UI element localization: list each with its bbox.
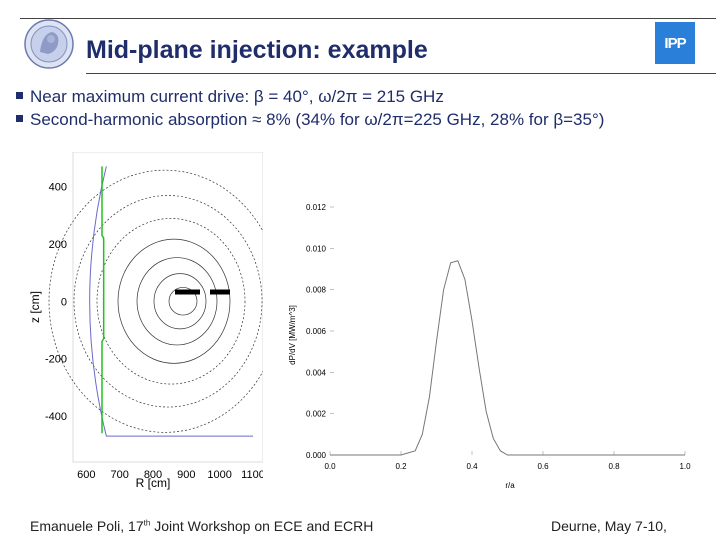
left-y-tick: 0 — [61, 296, 67, 308]
power-deposition-plot: 0.000 0.002 0.004 0.006 0.008 0.010 0.012 0.0 0.… — [288, 203, 691, 490]
right-x-tick: 1.0 — [679, 462, 691, 471]
flux-surface — [73, 195, 263, 408]
right-x-tick: 0.2 — [395, 462, 407, 471]
left-y-tick: 400 — [49, 181, 67, 193]
deposition-profile-line — [330, 260, 685, 456]
plot-frame — [72, 152, 263, 463]
header-top-rule — [20, 18, 716, 19]
right-y-axis-label: dP/dV [MW/m^3] — [288, 305, 297, 365]
flux-surface — [153, 273, 207, 330]
header-bottom-rule — [86, 73, 716, 74]
left-x-tick: 700 — [110, 469, 128, 481]
right-x-axis-label: r/a — [505, 481, 515, 490]
left-x-tick: 1100 — [241, 469, 263, 481]
right-y-tick: 0.010 — [306, 244, 327, 253]
footer-author: Emanuele Poli, 17th Joint Workshop on EC… — [30, 518, 374, 534]
footer-place-date: Deurne, May 7-10, — [551, 518, 667, 534]
institute-seal-logo — [22, 18, 76, 70]
right-x-tick: 0.8 — [608, 462, 620, 471]
bullet-square-icon — [16, 92, 23, 100]
left-x-tick: 800 — [144, 469, 162, 481]
left-y-tick: -200 — [45, 354, 67, 366]
left-axis-ticks: 400 200 0 -200 -400 600 700 800 900 1000 1100 — [45, 181, 263, 481]
right-x-tick: 0.4 — [466, 462, 478, 471]
right-y-tick: 0.012 — [306, 203, 327, 212]
right-y-tick: 0.002 — [306, 410, 327, 419]
flux-surface — [168, 287, 198, 316]
bullet-item: Near maximum current drive: β = 40°, ω/2… — [16, 85, 604, 108]
left-y-tick: 200 — [49, 239, 67, 251]
right-y-tick: 0.008 — [306, 286, 327, 295]
flux-surface — [48, 169, 263, 433]
flux-surfaces — [48, 166, 263, 437]
bullet-item: Second-harmonic absorption ≈ 8% (34% for… — [16, 108, 604, 131]
left-y-tick: -400 — [45, 411, 67, 423]
ipp-logo: IPP — [655, 22, 695, 64]
right-x-tick: 0.6 — [537, 462, 549, 471]
left-y-axis-label: z [cm] — [28, 291, 42, 323]
right-axis-ticks: 0.000 0.002 0.004 0.006 0.008 0.010 0.012 0.0 0.… — [306, 203, 691, 471]
bullet-square-icon — [16, 115, 23, 123]
page-title: Mid-plane injection: example — [86, 36, 428, 64]
bullet-list: Near maximum current drive: β = 40°, ω/2… — [16, 85, 604, 131]
right-y-tick: 0.000 — [306, 451, 327, 460]
poloidal-cross-section-plot: 400 200 0 -200 -400 600 700 800 900 1000 1100 z [c… — [28, 152, 263, 490]
left-x-tick: 1000 — [207, 469, 231, 481]
flux-surface — [117, 238, 231, 364]
beam-trajectory-line — [101, 166, 105, 434]
bullet-text: Near maximum current drive: β = 40°, ω/2… — [30, 87, 444, 106]
left-x-axis-label: R [cm] — [136, 476, 171, 490]
right-y-tick: 0.006 — [306, 327, 327, 336]
left-x-tick: 900 — [177, 469, 195, 481]
right-y-tick: 0.004 — [306, 368, 327, 377]
flux-surface — [96, 218, 246, 385]
left-x-tick: 600 — [77, 469, 95, 481]
bullet-text: Second-harmonic absorption ≈ 8% (34% for… — [30, 110, 605, 129]
right-x-tick: 0.0 — [324, 462, 336, 471]
flux-surface — [136, 257, 218, 346]
